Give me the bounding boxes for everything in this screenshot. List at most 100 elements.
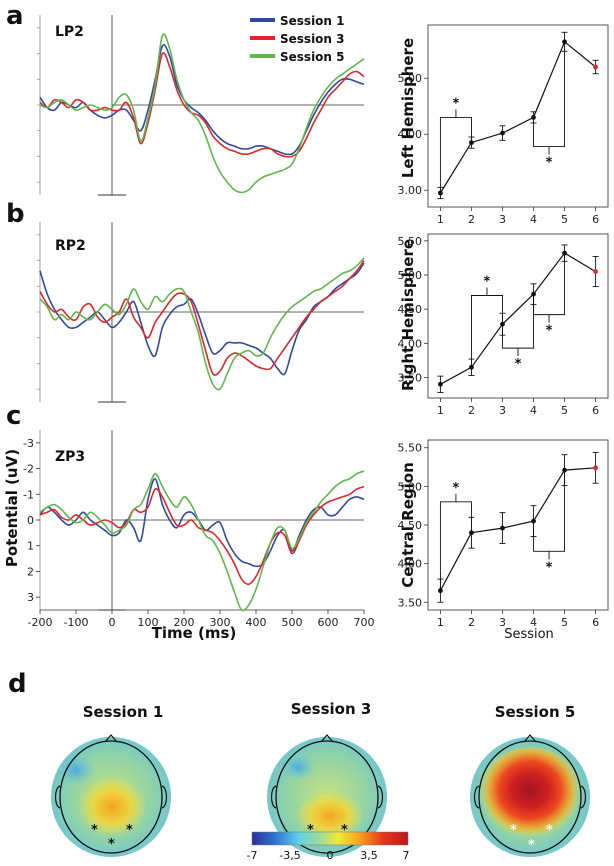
side-mean-line [439, 467, 596, 591]
erp-x-tick-label: 500 [282, 616, 303, 629]
side-mean-line [439, 40, 596, 194]
erp-y-tick-label: -3 [23, 437, 34, 450]
side-x-tick-label: 3 [499, 616, 506, 629]
erp-panel-rp2: RP2 [37, 222, 365, 403]
side-y-tick-label: 5.00 [398, 480, 423, 493]
erp-x-axis-title: Time (ms) [152, 624, 237, 642]
side-mean-point [593, 465, 598, 471]
side-y-tick-label: 4.50 [398, 519, 423, 532]
side-x-tick-label: 5 [561, 213, 568, 226]
session-axis-title: Session [504, 627, 554, 642]
side-significance-star: * [546, 560, 553, 575]
erp-series-line-session3 [39, 260, 365, 376]
colorbar-tick-4: 3,5 [360, 849, 378, 862]
side-y-tick-label: 5.00 [398, 269, 423, 282]
topomap-star-session5-b: * [546, 823, 553, 838]
topomap-ear-left-session1 [54, 785, 61, 809]
topomap-title-session5: Session 5 [495, 703, 576, 721]
side-plot-frame [427, 24, 609, 208]
colorbar-tick-1: -7 [247, 849, 258, 862]
side-significance-bracket [502, 294, 534, 349]
side-significance-bracket [533, 41, 566, 147]
side-mean-point [593, 64, 598, 70]
side-x-tick-label: 4 [530, 404, 537, 417]
side-significance-bracket [439, 116, 472, 193]
topomap-nose-session5 [523, 734, 537, 743]
side-significance-bracket [533, 253, 566, 316]
side-y-tick-label: 4.00 [398, 128, 423, 141]
side-x-tick-label: 5 [561, 616, 568, 629]
side-x-tick-label: 1 [437, 616, 444, 629]
side-mean-point [562, 39, 567, 45]
side-y-tick-label: 4.00 [398, 558, 423, 571]
erp-y-axis-title: Potential (uV) [3, 449, 21, 567]
side-mean-line [440, 252, 596, 385]
side-x-tick-label: 3 [499, 213, 506, 226]
erp-panel-lp2: LP2 [37, 15, 365, 196]
side-x-tick-label: 2 [468, 213, 475, 226]
topomap-ear-right-session3 [377, 785, 384, 809]
erp-x-tick-label: 400 [246, 616, 267, 629]
erp-y-tick-label: 2 [27, 565, 34, 578]
erp-title-zp3: ZP3 [55, 449, 85, 465]
side-significance-star: * [453, 481, 460, 496]
side-x-tick-label: 4 [530, 213, 537, 226]
erp-series-line-session3 [39, 51, 365, 158]
side-significance-star: * [546, 324, 553, 339]
topomap-blue-spot-session3 [280, 753, 316, 781]
colorbar-tick-3: 0 [327, 849, 334, 862]
side-y-tick-label: 5.50 [398, 235, 423, 248]
topomap-star-session5-c: * [528, 838, 535, 853]
erp-panel-zp3: ZP3 -3 -2 -1 0 1 2 3 -200 -100 0 100 200 300 400 500 60… [23, 430, 375, 629]
topomap-star-session5-a: * [510, 823, 517, 838]
side-x-tick-label: 5 [561, 404, 568, 417]
legend-label-session5: Session 5 [280, 50, 345, 64]
topomap-star-session3-c: * [323, 838, 330, 853]
panel-letter-c: c [6, 401, 21, 431]
side-significance-star: * [515, 357, 522, 372]
topomap-ear-left-session5 [473, 785, 480, 809]
side-plot-frame [427, 233, 609, 399]
topomap-head-session5 [478, 740, 582, 854]
side-y-tick-label: 5.00 [398, 72, 423, 85]
topomap-nose-session1 [104, 734, 118, 743]
erp-title-rp2: RP2 [55, 238, 86, 254]
topomap-ear-right-session1 [161, 785, 168, 809]
side-x-tick-label: 1 [437, 404, 444, 417]
topomap-star-session3-b: * [341, 823, 348, 838]
topomap-hot-area-session5 [478, 747, 582, 843]
erp-series-line-session5 [39, 257, 365, 391]
erp-y-tick-label: -1 [23, 488, 34, 501]
topomap-warm-area-session1 [78, 777, 146, 837]
topomap-star-session3-a: * [307, 823, 314, 838]
side-significance-bracket [533, 470, 566, 552]
side-y-tick-label: 3.50 [398, 596, 423, 609]
topomap-blue-spot-session1 [56, 754, 96, 786]
erp-x-tick-label: -200 [28, 616, 53, 629]
topomap-star-session1-b: * [126, 823, 133, 838]
erp-series-line-session5 [39, 33, 365, 194]
side-title-left-hemisphere: Left Hemisphere [399, 38, 417, 178]
colorbar: -7 -3,5 0 3,5 7 [247, 831, 410, 862]
topomap-ear-right-session5 [580, 785, 587, 809]
side-significance-star: * [546, 156, 553, 171]
side-panel-central-region: 3.50 4.00 4.50 5.00 5.50 1 2 3 4 5 6 * * [398, 439, 609, 629]
legend-label-session3: Session 3 [280, 32, 345, 46]
side-y-tick-label: 4.00 [398, 337, 423, 350]
topomap-star-session1-c: * [108, 837, 115, 852]
topomap-session3: Session 3 * * * [267, 700, 387, 857]
side-mean-point [593, 269, 598, 274]
side-panel-right-hemisphere: 3.50 4.00 4.50 5.00 5.50 1 2 3 4 5 6 * * * [398, 233, 609, 417]
side-x-tick-label: 6 [592, 616, 599, 629]
side-mean-point [438, 381, 443, 387]
erp-y-tick-label: 0 [27, 514, 34, 527]
erp-x-tick-label: 100 [138, 616, 159, 629]
side-x-tick-label: 2 [468, 616, 475, 629]
legend-label-session1: Session 1 [280, 14, 345, 28]
erp-series-line-session1 [39, 478, 365, 568]
topomap-nose-session3 [320, 734, 334, 743]
topomap-warm-area-session3 [296, 792, 364, 840]
erp-title-lp2: LP2 [55, 24, 84, 40]
side-significance-star: * [484, 275, 491, 290]
